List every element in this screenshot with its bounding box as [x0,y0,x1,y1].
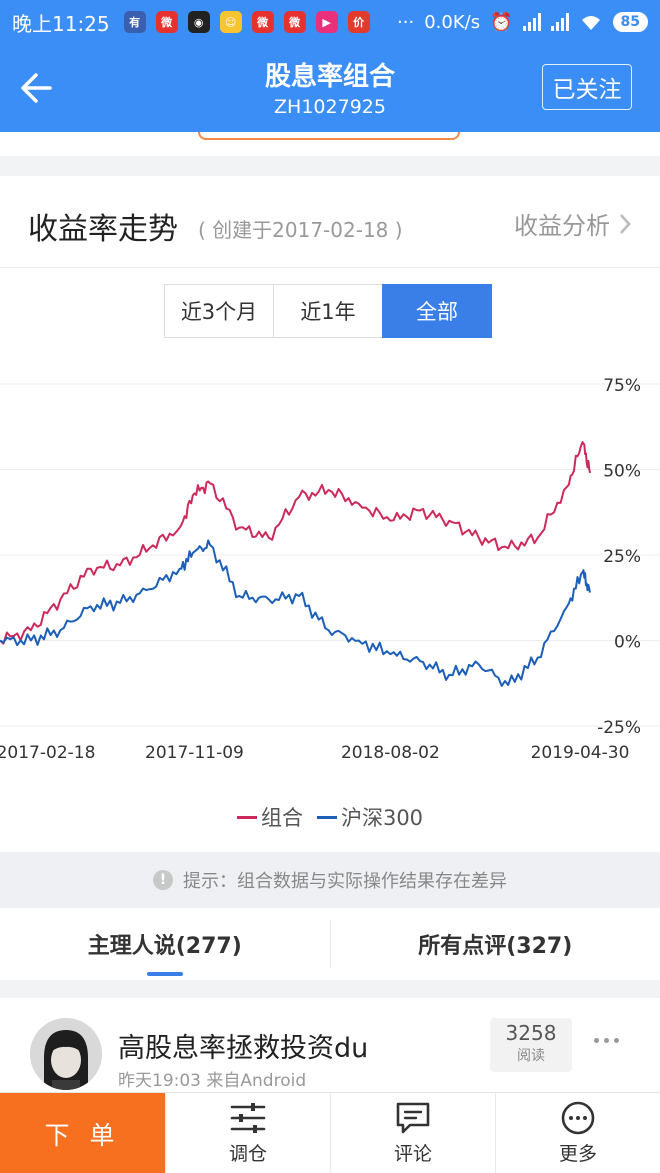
y-tick-label: 50% [603,462,641,482]
discussion-tabs: 主理人说(277) 所有点评(327) [0,908,660,980]
period-3-months[interactable]: 近3个月 [164,284,274,338]
info-icon: ! [153,870,173,890]
status-bar: 晚上11:25 有 微 ◉ ☺ 微 微 ▶ 价 ··· 0.0K/s ⏰ 85 [0,0,660,44]
x-tick-label: 2017-11-09 [145,743,244,763]
x-tick-label: 2019-04-30 [531,743,630,763]
comment-label: 评论 [393,1142,432,1165]
post-meta: 昨天19:03 来自Android [118,1066,306,1091]
post-item[interactable]: 高股息率拯救投资du 昨天19:03 来自Android 3258 阅读 [0,998,660,1092]
tab-manager-posts-label: 主理人说(277) [87,934,242,959]
tab-divider [329,920,331,968]
return-trend-card: 收益率走势 ( 创建于2017-02-18 ) 收益分析 近3个月 近1年 全部… [0,176,660,852]
period-all[interactable]: 全部 [382,284,492,338]
y-tick-label: 0% [614,633,641,653]
period-selector: 近3个月 近1年 全部 [164,284,492,338]
y-tick-label: -25% [597,718,641,738]
legend-csi300: 沪深300 [316,802,424,832]
app-header: 股息率组合 ZH1027925 已关注 [0,44,660,132]
period-1-year[interactable]: 近1年 [273,284,383,338]
rebalance-button[interactable]: 调仓 [165,1093,330,1173]
return-analysis-label: 收益分析 [514,212,610,240]
comment-button[interactable]: 评论 [330,1093,495,1173]
legend-portfolio: 组合 [236,802,303,832]
chart-legend: 组合 沪深300 [0,802,660,832]
rebalance-label: 调仓 [228,1142,267,1165]
post-time: 昨天19:03 [118,1071,201,1091]
place-order-button[interactable]: 下 单 [0,1093,165,1173]
wifi-icon [581,16,600,30]
trend-title: 收益率走势 [28,212,178,247]
shopping-app-icon: 价 [347,11,370,33]
alarm-icon: ⏰ [490,11,513,33]
more-label: 更多 [558,1142,597,1165]
x-tick-label: 2017-02-18 [0,743,95,763]
app-notification-icon: 有 [123,11,146,33]
avatar-image [30,1018,102,1090]
music-app-icon: ◉ [187,11,210,33]
legend-label-portfolio: 组合 [260,806,303,830]
return-trend-chart: 75% 50% 25% 0% -25% 2017-02-18 2017-11-09 2018-… [0,376,660,763]
weibo-icon: 微 [155,11,178,33]
post-source: 来自Android [206,1071,307,1091]
weibo-icon: 微 [251,11,274,33]
legend-swatch-portfolio [236,815,257,819]
chat-app-icon: ☺ [219,11,242,33]
avatar[interactable] [30,1018,102,1090]
portfolio-code: ZH1027925 [274,96,386,118]
signal-icon [550,13,569,31]
legend-swatch-csi300 [316,815,337,819]
read-count-label: 阅读 [517,1048,545,1064]
series-line-portfolio [0,441,591,645]
sliders-icon [230,1102,266,1133]
network-speed: 0.0K/s [424,11,481,33]
weibo-icon: 微 [283,11,306,33]
more-notifications-icon: ··· [397,11,415,33]
battery-icon: 85 [612,12,648,32]
collapsed-panel-edge [0,132,660,156]
notification-icons: 有 微 ◉ ☺ 微 微 ▶ 价 [123,11,370,33]
legend-label-csi300: 沪深300 [340,806,424,830]
tab-all-comments[interactable]: 所有点评(327) [331,908,660,980]
more-circle-icon [561,1101,595,1134]
post-author[interactable]: 高股息率拯救投资du [118,1033,369,1064]
read-count-badge: 3258 阅读 [490,1018,572,1072]
trend-header: 收益率走势 ( 创建于2017-02-18 ) 收益分析 [0,176,660,268]
disclaimer-text: 提示：组合数据与实际操作结果存在差异 [183,871,507,892]
video-app-icon: ▶ [315,11,338,33]
more-button[interactable]: 更多 [495,1093,660,1173]
more-options-icon[interactable] [594,1038,619,1043]
return-analysis-link[interactable]: 收益分析 [514,206,632,241]
creation-date: ( 创建于2017-02-18 ) [198,218,403,242]
signal-icon [522,13,541,31]
tab-all-comments-label: 所有点评(327) [418,934,573,959]
page-title: 股息率组合 [264,62,395,92]
y-tick-label: 75% [603,376,641,396]
active-tab-indicator [146,972,183,976]
bottom-action-bar: 下 单 调仓 评论 更多 [0,1092,660,1173]
back-arrow-icon[interactable] [16,68,56,108]
status-time: 晚上11:25 [12,11,110,36]
read-count: 3258 [505,1021,557,1045]
chevron-right-icon [620,213,631,234]
disclaimer-tip: ! 提示：组合数据与实际操作结果存在差异 [0,852,660,908]
series-line-csi300 [0,539,591,687]
panel-edge-bar [198,132,460,140]
y-tick-label: 25% [603,547,641,567]
follow-button[interactable]: 已关注 [542,64,632,110]
comment-icon [396,1102,430,1133]
tab-manager-posts[interactable]: 主理人说(277) [0,908,330,980]
x-tick-label: 2018-08-02 [341,743,440,763]
